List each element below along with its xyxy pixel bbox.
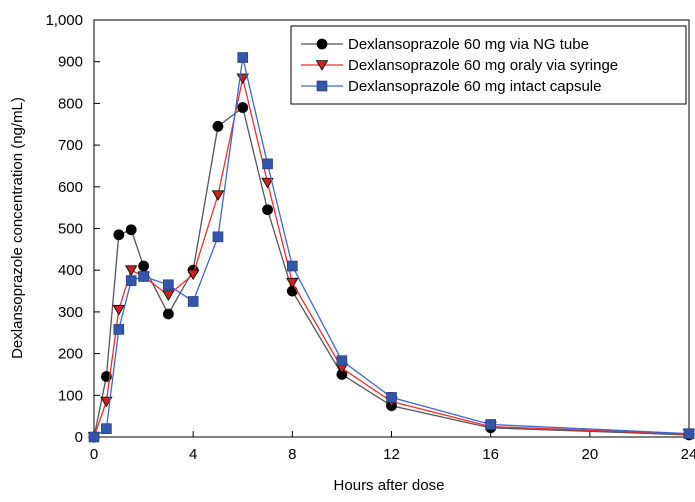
x-axis-title: Hours after dose	[334, 477, 445, 494]
legend-marker	[316, 80, 328, 92]
data-point	[386, 392, 397, 403]
x-tick-label: 12	[383, 446, 400, 463]
data-point	[101, 423, 112, 434]
data-point	[286, 277, 299, 289]
x-tick-label: 8	[288, 446, 296, 463]
data-point	[125, 275, 137, 286]
data-point	[88, 431, 100, 443]
data-point	[683, 428, 695, 439]
legend-entry: Dexlansoprazole 60 mg via NG tube	[301, 36, 589, 53]
y-tick-label: 700	[58, 137, 83, 154]
legend-marker	[316, 38, 328, 50]
data-point	[112, 305, 125, 316]
series-1	[88, 102, 695, 443]
data-point	[212, 120, 224, 132]
series-3	[88, 52, 695, 443]
legend-box	[290, 25, 687, 105]
data-point	[287, 260, 298, 272]
data-point	[212, 231, 224, 243]
y-tick-label: 200	[58, 346, 83, 363]
x-tick-label: 24	[681, 446, 695, 463]
data-point	[113, 324, 125, 335]
axes: 0 100 200 300 400 500 600 700 800 900 1,000 0 4 8 12 16…	[45, 12, 695, 463]
y-tick-label: 0	[75, 429, 83, 446]
y-tick-label: 400	[58, 262, 83, 279]
y-tick-label: 600	[58, 179, 83, 196]
data-point	[186, 269, 200, 281]
series-layer	[87, 52, 695, 443]
data-point	[113, 229, 125, 241]
data-point	[261, 177, 274, 189]
y-tick-label: 1,000	[45, 12, 83, 29]
data-point	[237, 102, 249, 113]
data-point	[138, 260, 149, 272]
y-tick-label: 300	[58, 304, 83, 321]
data-point	[125, 224, 137, 236]
data-point	[163, 279, 174, 291]
y-tick-label: 100	[58, 387, 83, 404]
data-point	[138, 271, 149, 282]
data-point	[237, 52, 249, 63]
x-tick-label: 16	[482, 446, 499, 463]
data-point	[485, 419, 496, 430]
series-2	[87, 73, 695, 443]
series-line	[93, 78, 690, 438]
legend-label: Dexlansoprazole 60 mg oraly via syringe	[348, 57, 618, 74]
data-point	[124, 265, 138, 276]
x-tick-label: 20	[581, 446, 598, 463]
data-point	[262, 204, 273, 216]
legend-entry: Dexlansoprazole 60 mg intact capsule	[301, 78, 601, 95]
data-point	[262, 158, 273, 170]
x-tick-label: 0	[90, 446, 98, 463]
data-point	[162, 308, 174, 320]
y-axis-title: Dexlansoprazole concentration (ng/mL)	[9, 97, 26, 359]
x-tick-label: 4	[189, 446, 197, 463]
data-point	[162, 290, 175, 301]
y-tick-label: 800	[58, 95, 83, 112]
legend-label: Dexlansoprazole 60 mg intact capsule	[348, 78, 601, 95]
data-point	[211, 190, 225, 201]
series-line	[93, 106, 690, 438]
y-tick-label: 500	[58, 221, 83, 238]
legend-entry: Dexlansoprazole 60 mg oraly via syringe	[301, 57, 618, 74]
legend-label: Dexlansoprazole 60 mg via NG tube	[348, 36, 589, 53]
legend: Dexlansoprazole 60 mg via NG tube Dexlans…	[290, 25, 687, 105]
y-tick-label: 900	[58, 54, 83, 71]
series-line	[93, 57, 690, 438]
legend-marker	[315, 60, 329, 71]
data-point	[187, 296, 199, 307]
data-point	[336, 355, 348, 366]
